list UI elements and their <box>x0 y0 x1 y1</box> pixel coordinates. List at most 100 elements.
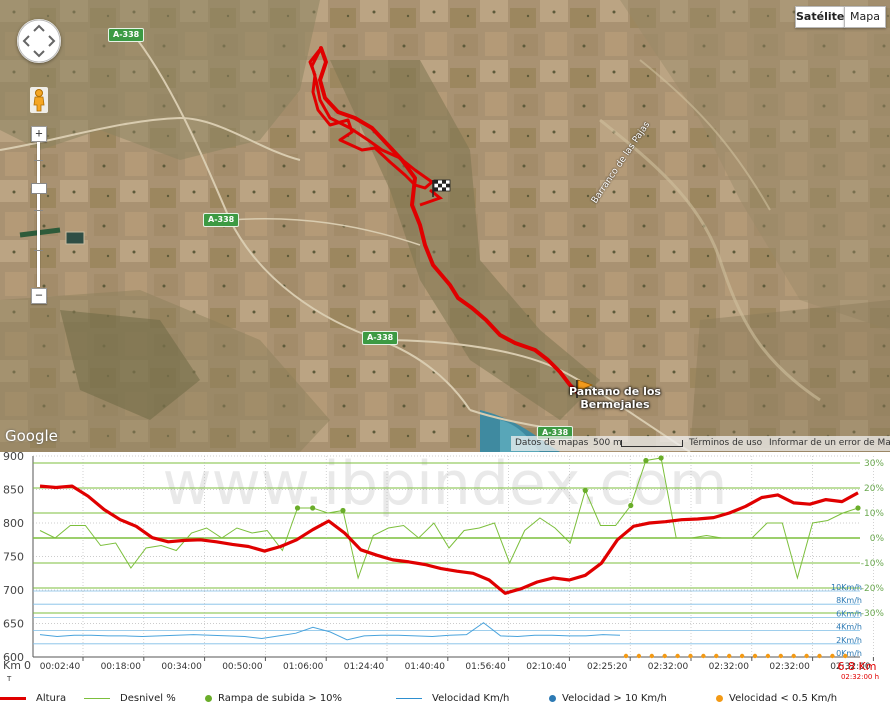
speed-tick-label: 0Km/h <box>836 649 862 658</box>
legend-dot-icon <box>549 694 556 702</box>
low-speed-dot <box>791 653 796 659</box>
speed-tick-label: 2Km/h <box>836 636 862 645</box>
x-tick-label: 00:18:00 <box>101 662 142 672</box>
place-label: Pantano de los Bermejales <box>569 385 661 411</box>
speed-tick-label: 4Km/h <box>836 623 862 632</box>
series-velocidad <box>39 622 621 641</box>
legend-item-altura[interactable]: Altura <box>0 693 66 704</box>
zoom-out-button[interactable]: − <box>31 288 47 304</box>
road-shield: A-338 <box>108 28 145 42</box>
low-speed-dot <box>765 653 771 659</box>
x-tick-label: 02:32:00 <box>648 662 689 672</box>
ramp-dot <box>582 487 588 494</box>
satellite-view-button[interactable]: Satélite <box>795 6 845 28</box>
pan-control-icon[interactable] <box>17 19 61 63</box>
right-tick-label: 30% <box>864 459 884 469</box>
pegman-icon[interactable] <box>30 87 48 113</box>
legend-dot-icon <box>716 694 723 702</box>
ramp-dot <box>310 505 316 511</box>
elevation-profile: www.ibpindex.com 900 850 800 750 700 650 600 3… <box>0 452 890 684</box>
origin-label: 0 <box>24 659 31 672</box>
left-tick-label: 800 <box>3 517 24 530</box>
x-tick-label: 02:25:20 <box>587 662 628 672</box>
zoom-slider-track[interactable] <box>37 142 40 287</box>
low-speed-dot <box>623 653 629 659</box>
road-shield: A-338 <box>203 213 240 227</box>
zoom-slider-thumb[interactable] <box>31 183 47 194</box>
time-axis-label: T <box>6 675 12 683</box>
start-flag-icon[interactable] <box>576 379 594 398</box>
legend-item-desnivel[interactable]: Desnivel % <box>84 693 176 704</box>
speed-tick-label: 6Km/h <box>836 609 862 618</box>
low-speed-dot <box>701 653 706 659</box>
series-altura <box>39 484 859 595</box>
map-view-button[interactable]: Mapa <box>844 6 886 28</box>
finish-flag-icon[interactable] <box>432 179 451 197</box>
ramp-dot <box>340 507 346 514</box>
zoom-tick <box>34 160 43 161</box>
x-tick-label: 00:34:00 <box>161 662 202 672</box>
low-speed-dot <box>727 653 732 659</box>
zoom-tick <box>34 210 43 211</box>
speed-tick-label: 10Km/h <box>831 583 862 592</box>
legend-item-rampa[interactable]: Rampa de subida > 10% <box>205 693 342 704</box>
watermark: www.ibpindex.com <box>163 452 728 519</box>
zoom-tick <box>34 250 43 251</box>
low-speed-dot <box>662 653 667 659</box>
low-speed-dot <box>739 653 745 659</box>
scale-bar <box>621 440 683 447</box>
low-speed-dot <box>675 653 680 659</box>
x-tick-label: 00:02:40 <box>40 662 81 672</box>
satellite-map[interactable]: Satélite Mapa + − A-338 A-338 A-338 A-33… <box>0 0 890 452</box>
low-speed-dot <box>714 653 719 659</box>
x-tick-label: 00:50:00 <box>222 662 263 672</box>
right-tick-label: -10% <box>861 559 885 569</box>
right-axis: 30% 20% 10% 0% -10% -20% -30% <box>861 459 885 619</box>
low-speed-dot <box>688 653 693 659</box>
legend-label: Altura <box>36 693 67 704</box>
series-desnivel <box>39 457 859 580</box>
ramp-dot <box>294 505 301 511</box>
left-tick-label: 850 <box>3 484 24 497</box>
low-speed-dot <box>843 653 848 659</box>
low-speed-dot <box>830 653 835 659</box>
low-speed-dot <box>752 653 758 659</box>
speed-axis: 10Km/h 8Km/h 6Km/h 4Km/h 2Km/h 0Km/h <box>831 583 862 658</box>
legend-label: Velocidad Km/h <box>432 693 510 704</box>
x-tick-label: 01:40:40 <box>405 662 446 672</box>
km-label: Km <box>3 659 21 672</box>
map-data-link[interactable]: Datos de mapas <box>515 438 589 448</box>
x-tick-label: 02:32:00 <box>769 662 810 672</box>
speed-tick-label: 8Km/h <box>836 596 862 605</box>
x-tick-label: 02:10:40 <box>526 662 567 672</box>
legend-label: Velocidad > 10 Km/h <box>562 693 667 704</box>
google-logo[interactable]: Google <box>5 427 58 445</box>
x-tick-label: 01:06:00 <box>283 662 324 672</box>
left-tick-label: 900 <box>3 452 24 463</box>
distance-end-label: 6.8 Km <box>838 660 877 673</box>
ramp-dot <box>628 502 634 509</box>
ramp-dot <box>855 505 861 511</box>
legend-item-velocidad[interactable]: Velocidad Km/h <box>396 693 509 704</box>
chart-legend: Altura Desnivel % Rampa de subida > 10% … <box>0 684 890 715</box>
report-error-link[interactable]: Informar de un error de Maps <box>769 438 890 448</box>
legend-label: Rampa de subida > 10% <box>218 693 343 704</box>
right-tick-label: 20% <box>864 484 884 494</box>
legend-line-icon <box>84 697 110 699</box>
legend-item-velocidad-baja[interactable]: Velocidad < 0.5 Km/h <box>716 693 837 704</box>
terms-link[interactable]: Términos de uso <box>689 438 763 448</box>
ramp-dot <box>643 457 649 464</box>
time-end-label: 02:32:00 h <box>841 673 879 681</box>
x-tick-label: 02:32:00 <box>830 662 871 672</box>
legend-item-velocidad-alta[interactable]: Velocidad > 10 Km/h <box>549 693 667 704</box>
legend-label: Desnivel % <box>120 693 176 704</box>
legend-line-icon <box>0 696 26 700</box>
zoom-in-button[interactable]: + <box>31 126 47 142</box>
right-tick-label: 10% <box>864 509 884 519</box>
low-speed-dot <box>636 653 642 659</box>
x-tick-label: 01:56:40 <box>465 662 506 672</box>
x-tick-label: 02:32:00 <box>709 662 750 672</box>
x-tick-label: 01:24:40 <box>344 662 385 672</box>
satellite-imagery <box>0 0 890 452</box>
low-speed-dot <box>649 653 654 659</box>
